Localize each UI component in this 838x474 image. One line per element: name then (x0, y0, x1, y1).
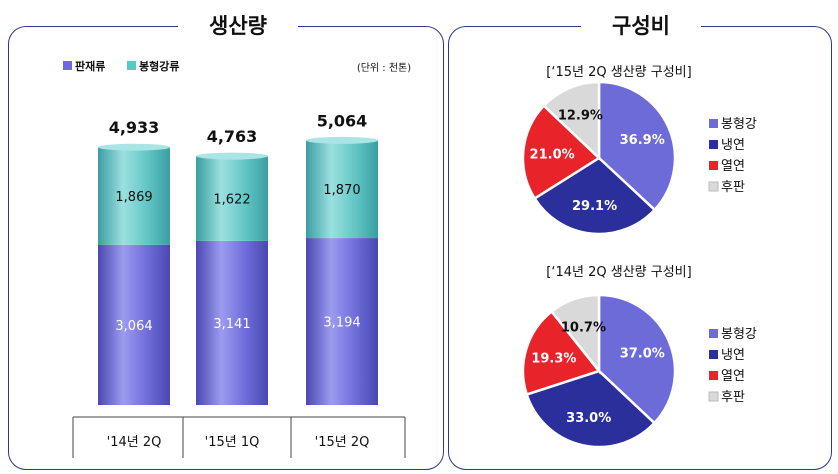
pie-1-legend-swatch-0 (709, 329, 718, 338)
pie-1-label-3: 10.7% (561, 321, 606, 336)
bar-top-1 (196, 152, 268, 160)
pie-0-slice-2 (521, 103, 602, 201)
pie-title-0: [‘15년 2Q 생산량 구성비] (546, 65, 691, 80)
pie-0-legend-label-2: 열연 (721, 159, 745, 174)
pie-0-legend-label-3: 후판 (721, 180, 745, 195)
bar-total-1: 4,763 (207, 127, 258, 146)
pie-0-slice-0 (597, 80, 677, 212)
bar-label-bong-1: 1,622 (213, 192, 250, 207)
pie-0-slice-3 (542, 80, 601, 161)
pie-1-label-0: 37.0% (620, 346, 665, 361)
pie-1-slice-3 (549, 293, 601, 375)
legend-label-pan: 판재류 (75, 59, 105, 73)
legend-swatch-bong (127, 61, 136, 70)
pie-0-label-2: 21.0% (530, 147, 575, 162)
pie-0-legend-swatch-1 (709, 140, 718, 149)
bar-pan-0 (98, 244, 170, 405)
bar-total-2: 5,064 (317, 111, 368, 130)
x-tick-1: '15년 1Q (205, 435, 260, 450)
pie-0-legend-swatch-2 (709, 161, 718, 170)
bar-bong-2 (306, 140, 378, 239)
composition-title: 구성비 (581, 8, 701, 44)
pie-1-legend-label-2: 열연 (721, 369, 745, 384)
pie-1-legend-label-3: 후판 (721, 390, 745, 405)
pie-1-legend-swatch-1 (709, 350, 718, 359)
bar-label-pan-1: 3,141 (213, 317, 250, 332)
pie-0-legend-swatch-0 (709, 119, 718, 128)
pie-0-legend-swatch-3 (708, 181, 719, 192)
bar-pan-1 (196, 240, 268, 405)
pie-1-legend-swatch-2 (709, 371, 718, 380)
pie-1-label-1: 33.0% (566, 411, 611, 426)
production-title: 생산량 (178, 8, 298, 44)
unit-label: (단위 : 천톤) (357, 61, 411, 74)
legend-label-bong: 봉형강류 (139, 59, 179, 73)
bar-label-pan-2: 3,194 (323, 316, 360, 331)
bar-bong-1 (196, 156, 268, 241)
bar-top-2 (306, 136, 378, 144)
bar-top-0 (98, 143, 170, 151)
pie-1-legend-label-1: 냉연 (721, 348, 745, 363)
pie-0-legend-label-1: 냉연 (721, 138, 745, 153)
bar-label-pan-0: 3,064 (115, 319, 152, 334)
bar-total-0: 4,933 (109, 118, 160, 137)
bar-pan-2 (306, 238, 378, 405)
pie-1-slice-1 (525, 369, 657, 449)
legend-swatch-pan (63, 61, 72, 70)
pie-title-1: [‘14년 2Q 생산량 구성비] (546, 265, 691, 280)
pie-0-slice-1 (532, 156, 657, 236)
pie-1-legend-label-0: 봉형강 (721, 327, 757, 342)
pie-0-label-1: 29.1% (572, 199, 617, 214)
pie-1-slice-2 (521, 309, 602, 397)
bar-bong-0 (98, 147, 170, 245)
bar-label-bong-0: 1,869 (115, 190, 152, 205)
pie-1-label-2: 19.3% (531, 351, 576, 366)
pie-0-label-0: 36.9% (620, 133, 665, 148)
pie-0-label-3: 12.9% (558, 109, 603, 124)
bar-label-bong-2: 1,870 (323, 183, 360, 198)
x-tick-0: '14년 2Q (107, 435, 162, 450)
pie-1-slice-0 (597, 293, 677, 425)
pie-1-legend-swatch-3 (708, 391, 719, 402)
x-tick-2: '15년 2Q (315, 435, 370, 450)
pie-0-legend-label-0: 봉형강 (721, 117, 757, 132)
